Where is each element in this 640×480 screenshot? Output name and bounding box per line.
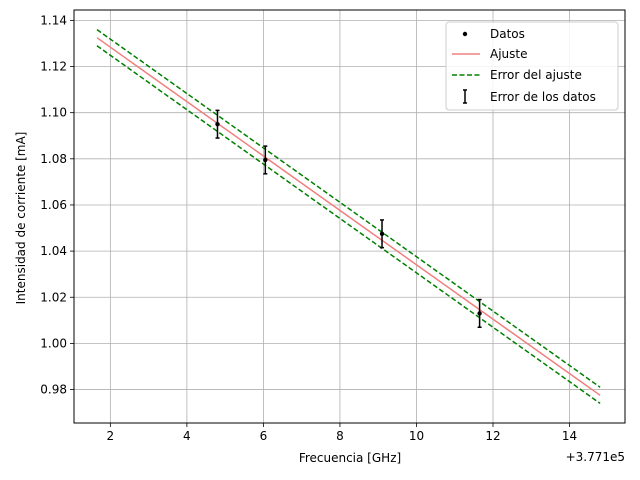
legend-error-ajuste-label: Error del ajuste	[490, 68, 582, 82]
legend-frame	[445, 21, 619, 111]
axes-frame	[73, 9, 626, 424]
grid	[74, 10, 625, 423]
y-tick-label: 1.08	[40, 152, 67, 166]
y-tick-label: 0.98	[40, 383, 67, 397]
plot-series	[96, 29, 601, 404]
y-tick-label: 1.12	[40, 60, 67, 74]
fit-upper-error-line	[96, 29, 601, 388]
data-point	[379, 231, 385, 237]
x-axis-label: Frecuencia [GHz]	[299, 451, 401, 465]
data-point	[263, 157, 268, 163]
legend-error-datos-marker	[463, 89, 467, 104]
fit-line	[96, 37, 601, 396]
y-tick-label: 1.02	[40, 290, 67, 304]
y-tick-label: 1.10	[40, 106, 67, 120]
x-tick-label: 12	[485, 429, 500, 443]
fit-lower-error-line	[96, 45, 601, 404]
legend-datos-marker	[462, 31, 468, 37]
y-tick-label: 1.04	[40, 244, 67, 258]
y-tick-label: 1.00	[40, 336, 67, 350]
legend-error-datos-label: Error de los datos	[490, 90, 596, 104]
x-axis-offset-label: +3.771e5	[566, 450, 625, 464]
x-tick-label: 4	[183, 429, 191, 443]
x-tick-label: 10	[409, 429, 424, 443]
x-tick-label: 8	[336, 429, 344, 443]
data-point	[477, 311, 482, 316]
legend: Datos Ajuste Error del ajuste Error de l…	[445, 21, 619, 111]
x-tick-label: 2	[107, 429, 115, 443]
legend-datos-label: Datos	[490, 27, 525, 41]
data-point	[215, 122, 220, 127]
x-tick-label: 14	[562, 429, 577, 443]
y-tick-label: 1.06	[40, 198, 67, 212]
y-axis-label: Intensidad de corriente [mA]	[14, 132, 28, 305]
axis-ticks: 2 4 6 8 10 12 14 0.98 1.00 1.02 1.04 1.06 1.08 1.10 1.…	[40, 13, 577, 443]
x-tick-label: 6	[260, 429, 268, 443]
legend-ajuste-label: Ajuste	[490, 47, 528, 61]
y-tick-label: 1.14	[40, 13, 67, 27]
